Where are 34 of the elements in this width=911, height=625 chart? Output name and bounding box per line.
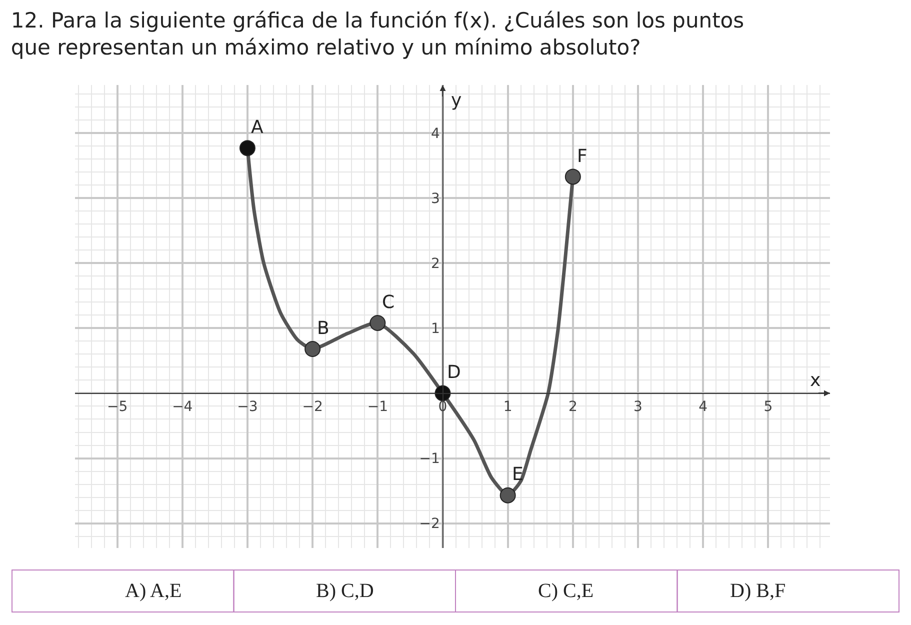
x-tick-label: −1: [367, 399, 388, 416]
y-tick-label: −2: [419, 516, 440, 532]
x-tick-label: −4: [172, 399, 193, 416]
x-tick-label: 5: [764, 399, 773, 416]
annotation: E: [512, 464, 524, 485]
x-tick-label: −5: [106, 399, 128, 416]
point: [564, 168, 581, 185]
y-tick-label: 4: [431, 126, 440, 142]
y-tick-label: −1: [419, 451, 440, 468]
text: A) A,E: [125, 580, 182, 602]
point: [370, 315, 386, 331]
x-tick-label: 2: [568, 399, 578, 416]
x-tick-label: 3: [634, 399, 642, 416]
x-axis-title: x: [810, 370, 821, 391]
y-tick-label: 3: [431, 191, 440, 208]
text: B) C,D: [316, 580, 374, 602]
text: D) B,F: [730, 580, 786, 602]
annotation: C: [382, 292, 395, 313]
point: [239, 140, 256, 156]
y-tick-label: 2: [431, 256, 440, 272]
point: [500, 487, 516, 504]
text: C) C,E: [538, 580, 594, 602]
annotation: F: [577, 146, 588, 167]
annotation: A: [251, 117, 264, 138]
chart-title: 12. Para la siguiente gráfica de la función f(x). ¿Cuáles son los puntos que representan un máximo relativo y un mínimo absoluto?: [10, 8, 744, 60]
x-tick-label: 4: [698, 399, 708, 416]
x-tick-label: −2: [302, 399, 323, 416]
y-axis-title: y: [451, 90, 462, 111]
annotation: D: [447, 362, 461, 383]
x-tick-label: −3: [237, 399, 258, 416]
x-tick-label: 1: [503, 399, 512, 416]
annotation: B: [317, 318, 330, 339]
y-tick-label: 1: [431, 321, 440, 338]
point: [304, 341, 321, 358]
